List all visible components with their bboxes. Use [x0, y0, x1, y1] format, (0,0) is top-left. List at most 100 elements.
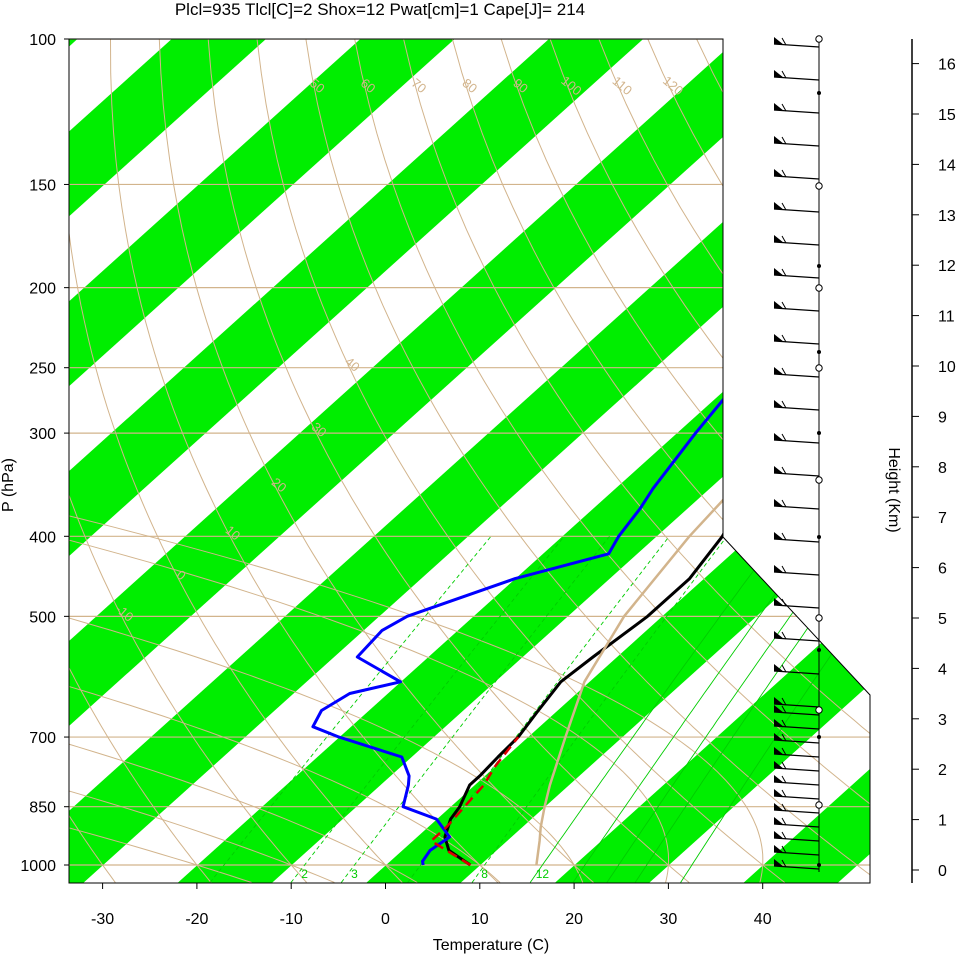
mixing-ratio-label: 16 [957, 327, 961, 341]
wind-pennant [774, 664, 784, 672]
moist-adiabat [69, 287, 252, 883]
temperature-tick-label: 30 [660, 911, 678, 928]
wind-feather [781, 499, 787, 508]
wind-feather [781, 733, 787, 742]
mixing-ratio-line [340, 536, 610, 883]
wind-feather [781, 532, 787, 541]
series-lcl_path [429, 736, 520, 867]
height-tick-label: 12 [938, 258, 956, 275]
moist-adiabat [69, 287, 584, 883]
moist-adiabats [69, 287, 764, 883]
level-marker [815, 706, 823, 714]
wind-feather [781, 664, 787, 673]
mixing-ratio-line [471, 536, 728, 883]
wind-feather [781, 136, 787, 145]
temperature-tick-label: 40 [754, 911, 772, 928]
wind-pennant [774, 747, 784, 755]
wind-pennant [774, 565, 784, 573]
wind-pennant [774, 367, 784, 375]
pressure-tick-label: 1000 [20, 858, 56, 875]
wind-pennant [774, 775, 784, 783]
height-tick-label: 14 [938, 157, 956, 174]
wind-pennant [774, 733, 784, 741]
pressure-tick-label: 200 [29, 281, 56, 298]
temperature-axis: -30 -20 -10 0 10 20 30 40 [91, 883, 772, 928]
wind-feather [781, 845, 787, 854]
wind-pennant [774, 598, 784, 606]
level-dot [817, 91, 821, 95]
wind-pennant [774, 103, 784, 111]
height-tick-label: 11 [938, 309, 955, 326]
wind-feather [781, 433, 787, 442]
mixing-ratio-line [290, 536, 565, 883]
dry-adiabat [69, 39, 307, 883]
dry-adiabat [305, 39, 870, 883]
height-tick-label: 6 [938, 561, 947, 578]
wind-pennant [774, 235, 784, 243]
dry-adiabat [500, 39, 870, 883]
x-axis-label: Temperature (C) [433, 937, 549, 954]
wind-pennant [774, 466, 784, 474]
pressure-axis: 100 150 200 250 300 400 500 700 850 1000 [20, 32, 69, 875]
temperature-band [366, 39, 870, 883]
level-marker [815, 182, 823, 190]
moist-adiabat [69, 287, 764, 883]
dry-adiabat [403, 39, 870, 883]
height-tick-label: 3 [938, 712, 947, 729]
height-tick-label: 15 [938, 107, 956, 124]
dry-adiabat [354, 39, 870, 883]
temperature-tick-label: -30 [91, 911, 114, 928]
height-tick-label: 0 [938, 863, 947, 880]
mixing-ratio-line [407, 536, 670, 883]
wind-feather [781, 719, 787, 728]
temperature-band [69, 39, 644, 883]
wind-feather [781, 301, 787, 310]
wind-feather [781, 775, 787, 784]
moist-adiabat [69, 287, 418, 883]
series-parcel [535, 39, 870, 866]
temperature-tick-label: 20 [565, 911, 583, 928]
height-tick-label: 7 [938, 510, 947, 527]
level-dot [817, 863, 821, 867]
wind-pennant [774, 169, 784, 177]
mixing-ratio-line [606, 536, 848, 883]
pressure-tick-label: 100 [29, 32, 56, 49]
wind-pennant [774, 719, 784, 727]
height-tick-label: 1 [938, 813, 947, 830]
wind-feather [781, 697, 787, 706]
pressure-tick-label: 150 [29, 177, 56, 194]
dry-adiabat [69, 39, 403, 883]
dry-adiabat [69, 39, 212, 883]
wind-pennant [774, 301, 784, 309]
wind-feather [781, 268, 787, 277]
dry-adiabat-label: 110 [610, 73, 636, 98]
pressure-tick-label: 400 [29, 529, 56, 546]
wind-pennant [774, 845, 784, 853]
mixing-ratio-label: 3 [351, 867, 358, 881]
series-temperature [443, 39, 870, 867]
wind-pennant [774, 532, 784, 540]
wind-feather [781, 598, 787, 607]
wind-pennant [774, 268, 784, 276]
wind-pennant [774, 433, 784, 441]
pressure-tick-label: 500 [29, 609, 56, 626]
wind-feather [781, 565, 787, 574]
temperature-band [69, 39, 455, 883]
wind-pennant [774, 631, 784, 639]
wind-pennant [774, 705, 784, 713]
height-tick-label: 5 [938, 611, 947, 628]
wind-pennant [774, 697, 784, 705]
wind-feather [781, 202, 787, 211]
wind-pennant [774, 831, 784, 839]
level-marker [815, 476, 823, 484]
dry-adiabat-label: 70 [409, 75, 430, 96]
wind-pennant [774, 499, 784, 507]
wind-pennant [774, 70, 784, 78]
height-tick-label: 16 [938, 57, 956, 74]
dry-adiabat-label: 40 [342, 354, 363, 375]
height-tick-label: 9 [938, 409, 947, 426]
mixing-ratio-label: 12 [536, 867, 550, 881]
wind-feather [781, 70, 787, 79]
wind-pennant [774, 202, 784, 210]
plot-border [68, 38, 871, 884]
